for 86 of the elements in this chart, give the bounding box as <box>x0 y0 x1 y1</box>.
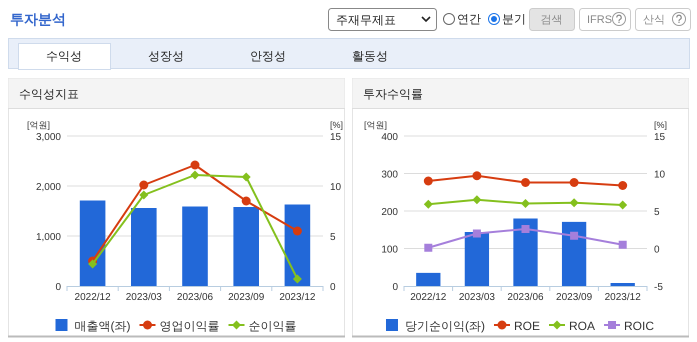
y2-tick-label: 0 <box>654 244 660 256</box>
y-tick-label: 3,000 <box>36 132 62 143</box>
point <box>292 274 302 284</box>
x-tick-label: 2023/06 <box>176 292 214 303</box>
point <box>570 198 579 208</box>
y2-tick-label: 5 <box>654 207 660 218</box>
y2-tick-label: -5 <box>654 282 664 293</box>
y2-tick-label: 10 <box>330 182 342 193</box>
text: 활동성 <box>352 49 388 63</box>
legend-label: 영업이익률 <box>160 319 220 333</box>
text: 산식 <box>643 14 665 26</box>
y-tick-label: 0 <box>392 282 398 293</box>
y-tick-label: 1,000 <box>36 232 62 243</box>
point <box>521 199 530 208</box>
point <box>242 172 251 182</box>
point <box>570 232 578 240</box>
legend-label: ROIC <box>624 319 654 333</box>
text: 주재무제표 <box>336 13 396 27</box>
point <box>292 226 302 236</box>
legend-label: 당기순이익(좌) <box>404 319 485 333</box>
point <box>522 225 530 233</box>
text: 성장성 <box>148 49 184 63</box>
y2-tick-label: 15 <box>330 132 342 143</box>
y-tick-label: 400 <box>381 132 398 143</box>
x-tick-label: 2023/12 <box>279 292 316 303</box>
y-tick-label: 100 <box>381 244 398 256</box>
bar <box>513 218 538 286</box>
text: 검색 <box>540 14 562 26</box>
bar <box>284 204 310 286</box>
x-tick-label: 2023/03 <box>126 292 162 303</box>
point <box>190 160 200 170</box>
text: 연간 <box>457 12 481 26</box>
x-tick-label: 2023/09 <box>228 292 265 303</box>
chart-title: 투자수익률 <box>363 87 423 101</box>
point <box>139 180 148 190</box>
bar <box>562 222 586 286</box>
point <box>472 171 482 180</box>
y-axis-title: [억원] <box>364 120 388 130</box>
x-tick-label: 2022/12 <box>410 292 447 303</box>
text: 안정성 <box>250 49 286 63</box>
text: 수익성 <box>46 49 82 63</box>
legend-label: ROE <box>514 319 540 333</box>
y-tick-label: 300 <box>381 170 398 180</box>
point <box>139 190 148 200</box>
point <box>618 200 628 210</box>
y2-tick-label: 10 <box>654 170 666 180</box>
y2-axis-title: [%] <box>654 120 668 130</box>
legend-label: ROA <box>569 319 596 333</box>
point <box>190 170 200 180</box>
bar <box>80 200 106 286</box>
bar <box>131 208 157 286</box>
point <box>424 244 432 252</box>
bar <box>233 207 259 286</box>
point <box>472 230 481 238</box>
text: IFRS <box>587 14 612 26</box>
bar <box>182 206 208 286</box>
y-tick-label: 2,000 <box>36 182 62 193</box>
point <box>88 260 98 268</box>
x-tick-label: 2022/12 <box>74 292 112 303</box>
y-tick-label: 0 <box>55 282 62 293</box>
point <box>242 196 251 206</box>
y2-tick-label: 0 <box>330 282 336 293</box>
text: 투자분석 <box>10 11 66 27</box>
legend-label: 매출액(좌) <box>74 319 130 333</box>
bar <box>610 283 635 286</box>
point <box>618 181 628 190</box>
x-tick-label: 2023/12 <box>604 292 642 303</box>
y2-tick-label: 5 <box>330 232 336 243</box>
y-axis-title: [억원] <box>27 120 50 130</box>
point <box>521 178 530 187</box>
bar <box>464 232 490 286</box>
y-tick-label: 200 <box>381 207 398 218</box>
point <box>570 178 579 187</box>
bar <box>416 272 440 286</box>
point <box>424 176 433 186</box>
x-tick-label: 2023/03 <box>458 292 496 303</box>
text: 분기 <box>502 12 526 26</box>
x-tick-label: 2023/09 <box>556 292 593 303</box>
point <box>472 195 482 204</box>
y2-axis-title: [%] <box>330 120 344 130</box>
point <box>424 200 433 209</box>
legend-label: 순이익률 <box>248 319 296 333</box>
chart-title: 수익성지표 <box>19 87 79 101</box>
point <box>618 240 627 249</box>
x-tick-label: 2023/06 <box>507 292 544 303</box>
y2-tick-label: 15 <box>654 132 666 143</box>
